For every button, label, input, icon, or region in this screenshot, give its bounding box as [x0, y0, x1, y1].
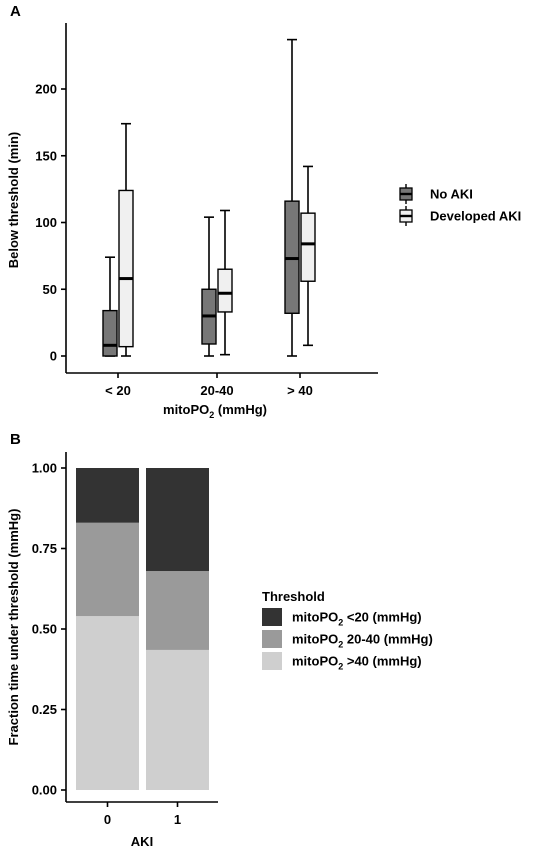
panel-a-x-tick-label: > 40	[287, 383, 313, 398]
panel-a-x-axis-title-base: mitoPO	[163, 402, 209, 417]
panel-a-y-axis-title: Below threshold (min)	[6, 132, 21, 269]
box-developed-aki-2	[300, 165, 316, 347]
legend-label-base: mitoPO	[292, 610, 338, 625]
legend-item-threshold-2: mitoPO2 >40 (mmHg)	[262, 652, 422, 672]
legend-label-base: mitoPO	[292, 654, 338, 669]
panel-a-x-axis-title-subscript: 2	[209, 410, 214, 420]
legend-label-suffix: <20 (mmHg)	[343, 610, 421, 625]
bar-segment-aki-0-series-2	[76, 468, 139, 523]
panel-b-y-tick-label: 0.25	[32, 702, 57, 717]
legend-key-swatch	[262, 652, 282, 670]
panel-b-y-tick-label: 0.75	[32, 541, 57, 556]
legend-label-subscript: 2	[338, 640, 343, 650]
panel-b-x-tick-label: 1	[174, 812, 181, 827]
panel-a-x-axis-title-suffix: (mmHg)	[214, 402, 267, 417]
bar-segment-aki-1-series-2	[146, 468, 209, 572]
panel-a-y-tick-label: 0	[50, 349, 57, 364]
bar-segment-aki-1-series-0	[146, 649, 209, 790]
box-developed-aki-0	[118, 122, 134, 357]
panel-a-label: A	[10, 3, 21, 20]
box-body	[217, 268, 233, 313]
box-no-aki-0	[102, 256, 118, 357]
panel-b-y-tick-label: 0.00	[32, 783, 57, 798]
panel-b-y-tick-label: 0.50	[32, 622, 57, 637]
panel-a-boxplot: A 0 50 100 150 200 Below threshold (min) < 20 20…	[6, 3, 521, 420]
panel-b-legend-title: Threshold	[262, 589, 325, 604]
legend-label-suffix: 20-40 (mmHg)	[343, 632, 433, 647]
bar-segment-aki-0-series-0	[76, 616, 139, 790]
panel-b-stacked-bar: B 0.00 0.25 0.50 0.75 1.00 Fraction time under…	[6, 431, 433, 849]
box-no-aki-2	[284, 38, 300, 357]
legend-label: Developed AKI	[430, 209, 521, 224]
panel-b-y-axis-title: Fraction time under threshold (mmHg)	[6, 509, 21, 746]
legend-label-suffix: >40 (mmHg)	[343, 654, 421, 669]
panel-a-x-axis-title: mitoPO2 (mmHg)	[163, 402, 267, 420]
box-no-aki-1	[201, 216, 217, 357]
legend-item-threshold-0: mitoPO2 <20 (mmHg)	[262, 608, 422, 628]
panel-a-y-tick-label: 150	[35, 148, 57, 163]
box-body	[102, 309, 118, 357]
panel-b-x-axis-title: AKI	[131, 834, 153, 849]
box-body	[300, 212, 316, 282]
panel-a-y-tick-label: 100	[35, 215, 57, 230]
legend-label-subscript: 2	[338, 618, 343, 628]
box-body	[118, 189, 134, 348]
panel-a-x-tick-label: < 20	[105, 383, 131, 398]
panel-b-x-tick-label: 0	[104, 812, 111, 827]
legend-label-base: mitoPO	[292, 632, 338, 647]
panel-a-x-tick-label: 20-40	[200, 383, 233, 398]
legend-label: mitoPO2 20-40 (mmHg)	[292, 632, 433, 650]
panel-a-y-tick-label: 200	[35, 82, 57, 97]
legend-label: mitoPO2 >40 (mmHg)	[292, 654, 422, 672]
panel-b-label: B	[10, 431, 21, 448]
bar-segment-aki-0-series-1	[76, 522, 139, 617]
legend-item-threshold-1: mitoPO2 20-40 (mmHg)	[262, 630, 433, 650]
legend-item-developed-aki: Developed AKI	[399, 206, 521, 226]
legend-key-swatch	[262, 608, 282, 626]
legend-label-subscript: 2	[338, 662, 343, 672]
panel-b-y-tick-label: 1.00	[32, 461, 57, 476]
legend-key-swatch	[262, 630, 282, 648]
panel-a-y-tick-label: 50	[43, 282, 57, 297]
bar-segment-aki-1-series-1	[146, 571, 209, 650]
legend-label: No AKI	[430, 187, 473, 202]
legend-label: mitoPO2 <20 (mmHg)	[292, 610, 422, 628]
box-developed-aki-1	[217, 209, 233, 356]
legend-item-no-aki: No AKI	[399, 184, 473, 204]
